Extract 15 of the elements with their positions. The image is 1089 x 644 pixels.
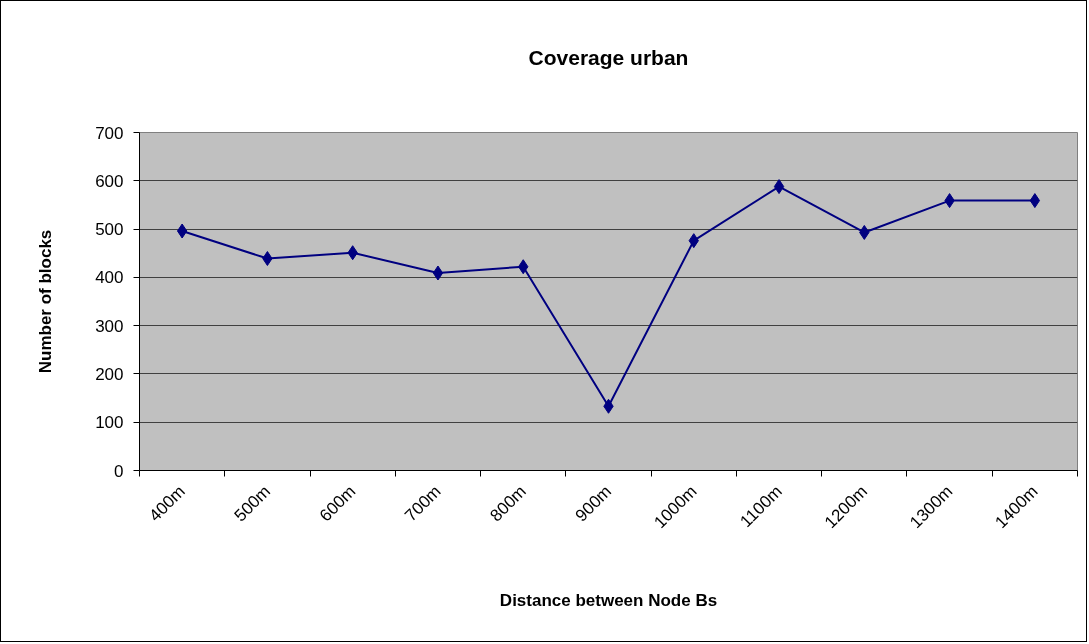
y-tick-label: 0 [114, 461, 124, 481]
point [773, 179, 785, 195]
point [1029, 193, 1041, 209]
x-axis-title: Distance between Node Bs [499, 590, 718, 610]
y-axis-title: Number of blocks [36, 229, 56, 374]
chart-title: Coverage urban [528, 45, 689, 69]
point [432, 265, 444, 281]
y-tick-label: 100 [95, 413, 124, 433]
y-tick-label: 400 [95, 268, 124, 288]
y-tick-label: 500 [95, 220, 124, 240]
y-tick-label: 700 [95, 123, 124, 143]
y-tick-label: 200 [95, 364, 124, 384]
y-tick-label: 600 [95, 171, 124, 191]
y-tick-label: 300 [95, 316, 124, 336]
point [176, 223, 188, 239]
